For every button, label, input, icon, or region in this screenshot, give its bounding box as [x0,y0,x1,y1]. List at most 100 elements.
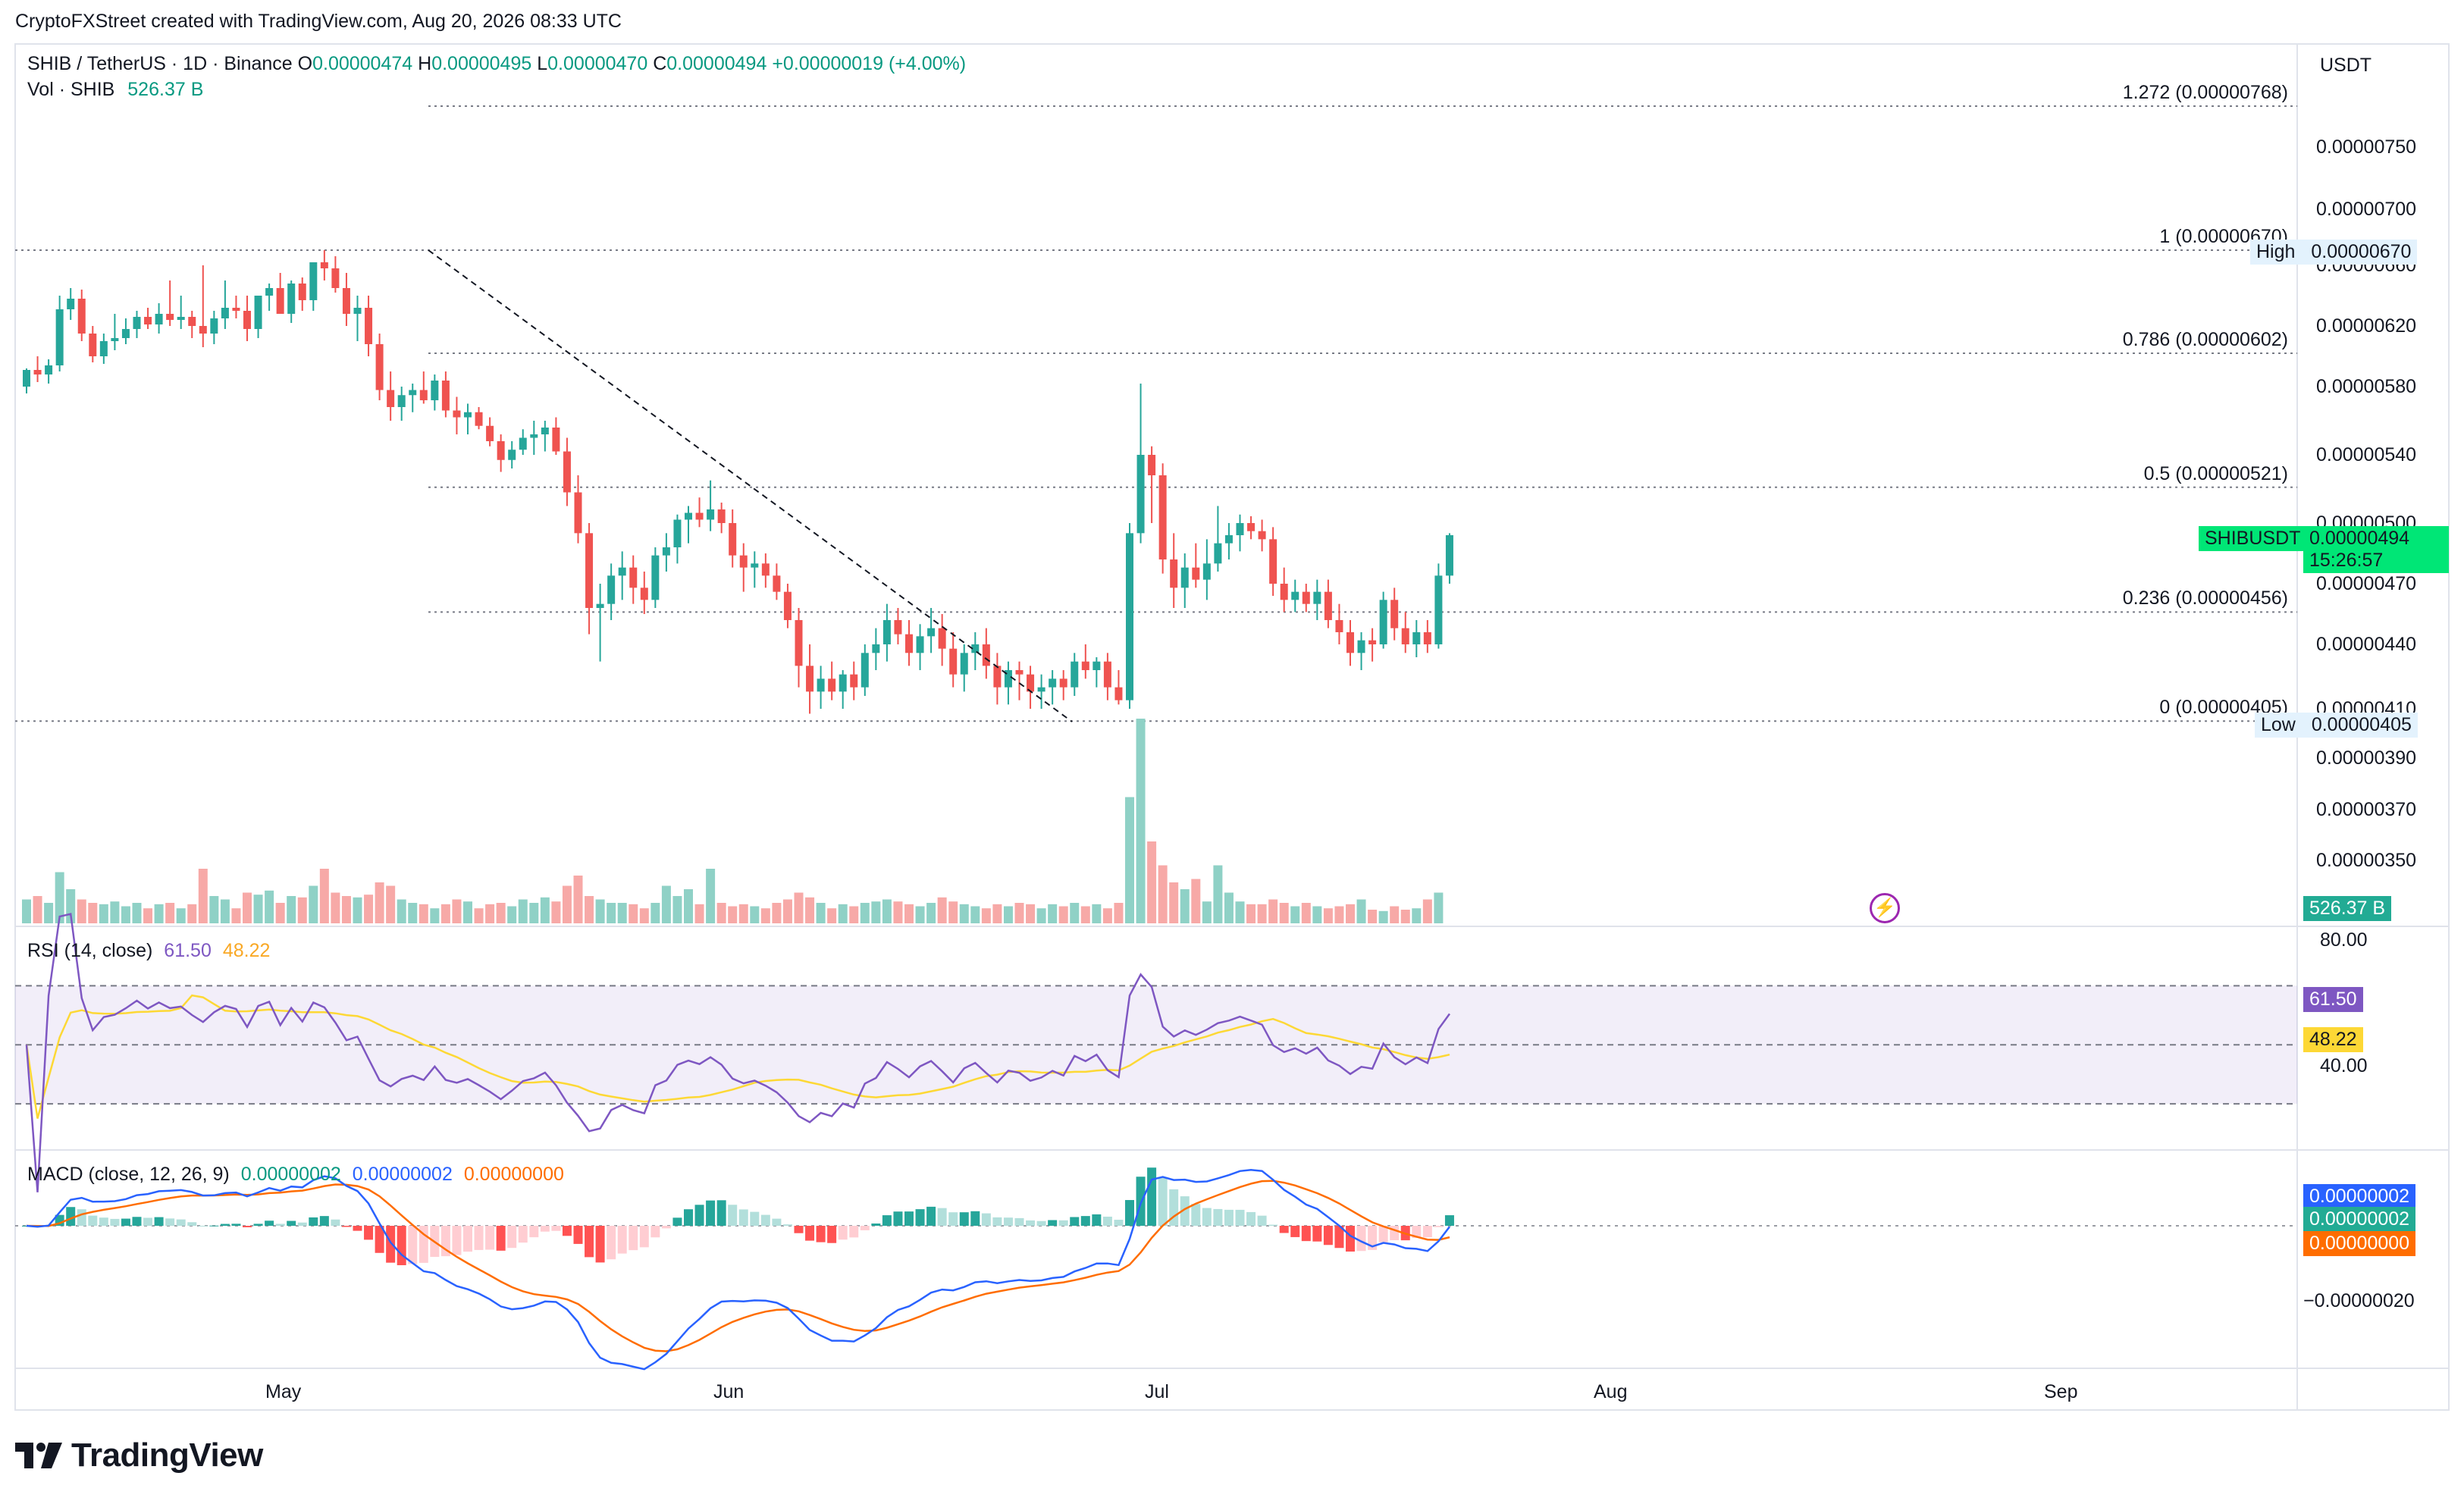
macd-hist-bar [805,1226,815,1241]
candle-body [67,299,75,309]
currency-label[interactable]: USDT [2320,55,2372,76]
macd-hist-bar [1368,1226,1378,1250]
high-label: H [418,53,432,74]
candle-body [949,648,958,675]
volume-bar [1102,908,1112,923]
candle-body [640,588,648,600]
macd-hist-bar [1346,1226,1355,1252]
macd-hist-bar [309,1217,318,1226]
candle-body [905,634,913,653]
macd-hist-bar [1422,1226,1432,1238]
price-axis-label: 0.00000580 [2316,376,2417,397]
volume-bar [1191,879,1201,923]
candle-body [596,603,604,608]
volume-bar [1158,865,1168,923]
low-tag-label: Low [2261,714,2296,735]
macd-hist-bar [661,1226,671,1229]
macd-axis-neg: −0.00000020 [2303,1290,2415,1311]
macd-hist-bar [1356,1226,1366,1252]
volume-bar [937,897,947,923]
volume-bar [209,896,219,923]
candle-body [331,268,340,288]
macd-hist-bar [728,1205,738,1226]
volume-bar [77,899,86,923]
volume-bar [816,903,826,923]
tradingview-logo-text: TradingView [71,1437,263,1474]
volume-bar [1202,901,1212,923]
macd-hist-bar [585,1226,594,1258]
time-axis-label: Jul [1145,1381,1169,1402]
volume-bar [959,904,969,923]
fib-label: 1.272 (0.00000768) [2122,82,2288,103]
macd-hist-bar [893,1211,903,1226]
volume-bar [341,896,351,923]
macd-hist-bar [176,1219,186,1226]
macd-hist-bar [562,1226,572,1236]
high-tag: High 0.00000670 [2250,240,2418,265]
volume-bar [132,903,142,923]
close-label: C [653,53,667,74]
candle-body [1004,670,1012,688]
macd-hist-bar [607,1226,616,1260]
macd-hist-bar [871,1223,881,1226]
volume-bar [706,869,716,923]
volume-bar [1048,904,1058,923]
candle-body [1302,591,1310,604]
candle-body [993,666,1002,688]
price-axis-label: 0.00000540 [2316,444,2417,465]
macd-hist-bar [220,1224,230,1226]
macd-hist-bar [672,1217,682,1226]
volume-bar [617,903,627,923]
macd-hist-bar [198,1225,208,1227]
macd-hist-bar [1390,1226,1400,1241]
macd-hist-bar [485,1226,495,1250]
volume-bar [1125,797,1134,923]
tradingview-logo[interactable]: TradingView [15,1437,263,1474]
macd-hist-bar [551,1226,561,1231]
lightning-icon[interactable]: ⚡ [1870,893,1900,923]
volume-bar [1213,865,1223,923]
candle-body [508,450,516,460]
volume-bar [629,904,638,923]
macd-hist-bar [1180,1196,1190,1226]
macd-hist-bar [66,1207,76,1226]
candle-body [1401,628,1409,644]
candle-body [1059,678,1067,688]
volume-bar [970,906,980,923]
volume-bar [1346,904,1355,923]
volume-bar [1136,719,1146,923]
candle-body [23,370,30,387]
macd-hist-bar [496,1226,506,1251]
volume-bar [1434,892,1444,923]
candle-body [1202,563,1211,580]
volume-value: 526.37 B [127,79,204,100]
candle-body [1445,535,1453,576]
volume-bar [1368,910,1378,923]
macd-hist-bar [639,1226,649,1248]
macd-hist-bar [716,1200,726,1226]
macd-hist-bar [1014,1217,1024,1226]
volume-bar [331,892,340,923]
macd-hist-bar [595,1226,605,1263]
candle-body [1412,632,1421,644]
macd-hist-bar [760,1214,770,1226]
candle-body [309,262,318,300]
candle-body [773,575,781,592]
candle-body [221,308,229,318]
candle-body [882,620,891,644]
volume-bar [375,882,384,923]
macd-hist-bar [629,1226,638,1251]
macd-title: MACD (close, 12, 26, 9) [27,1164,230,1185]
volume-bar [165,903,175,923]
volume-bar [110,901,120,923]
macd-hist-bar [882,1215,892,1226]
volume-bar [187,904,197,923]
candle-body [166,314,174,320]
candle-body [1224,535,1233,544]
price-axis-label: 0.00000470 [2316,573,2417,594]
volume-bar [1279,903,1289,923]
volume-bar [287,896,296,923]
macd-hist-bar [1434,1226,1444,1227]
volume-bar [496,903,506,923]
